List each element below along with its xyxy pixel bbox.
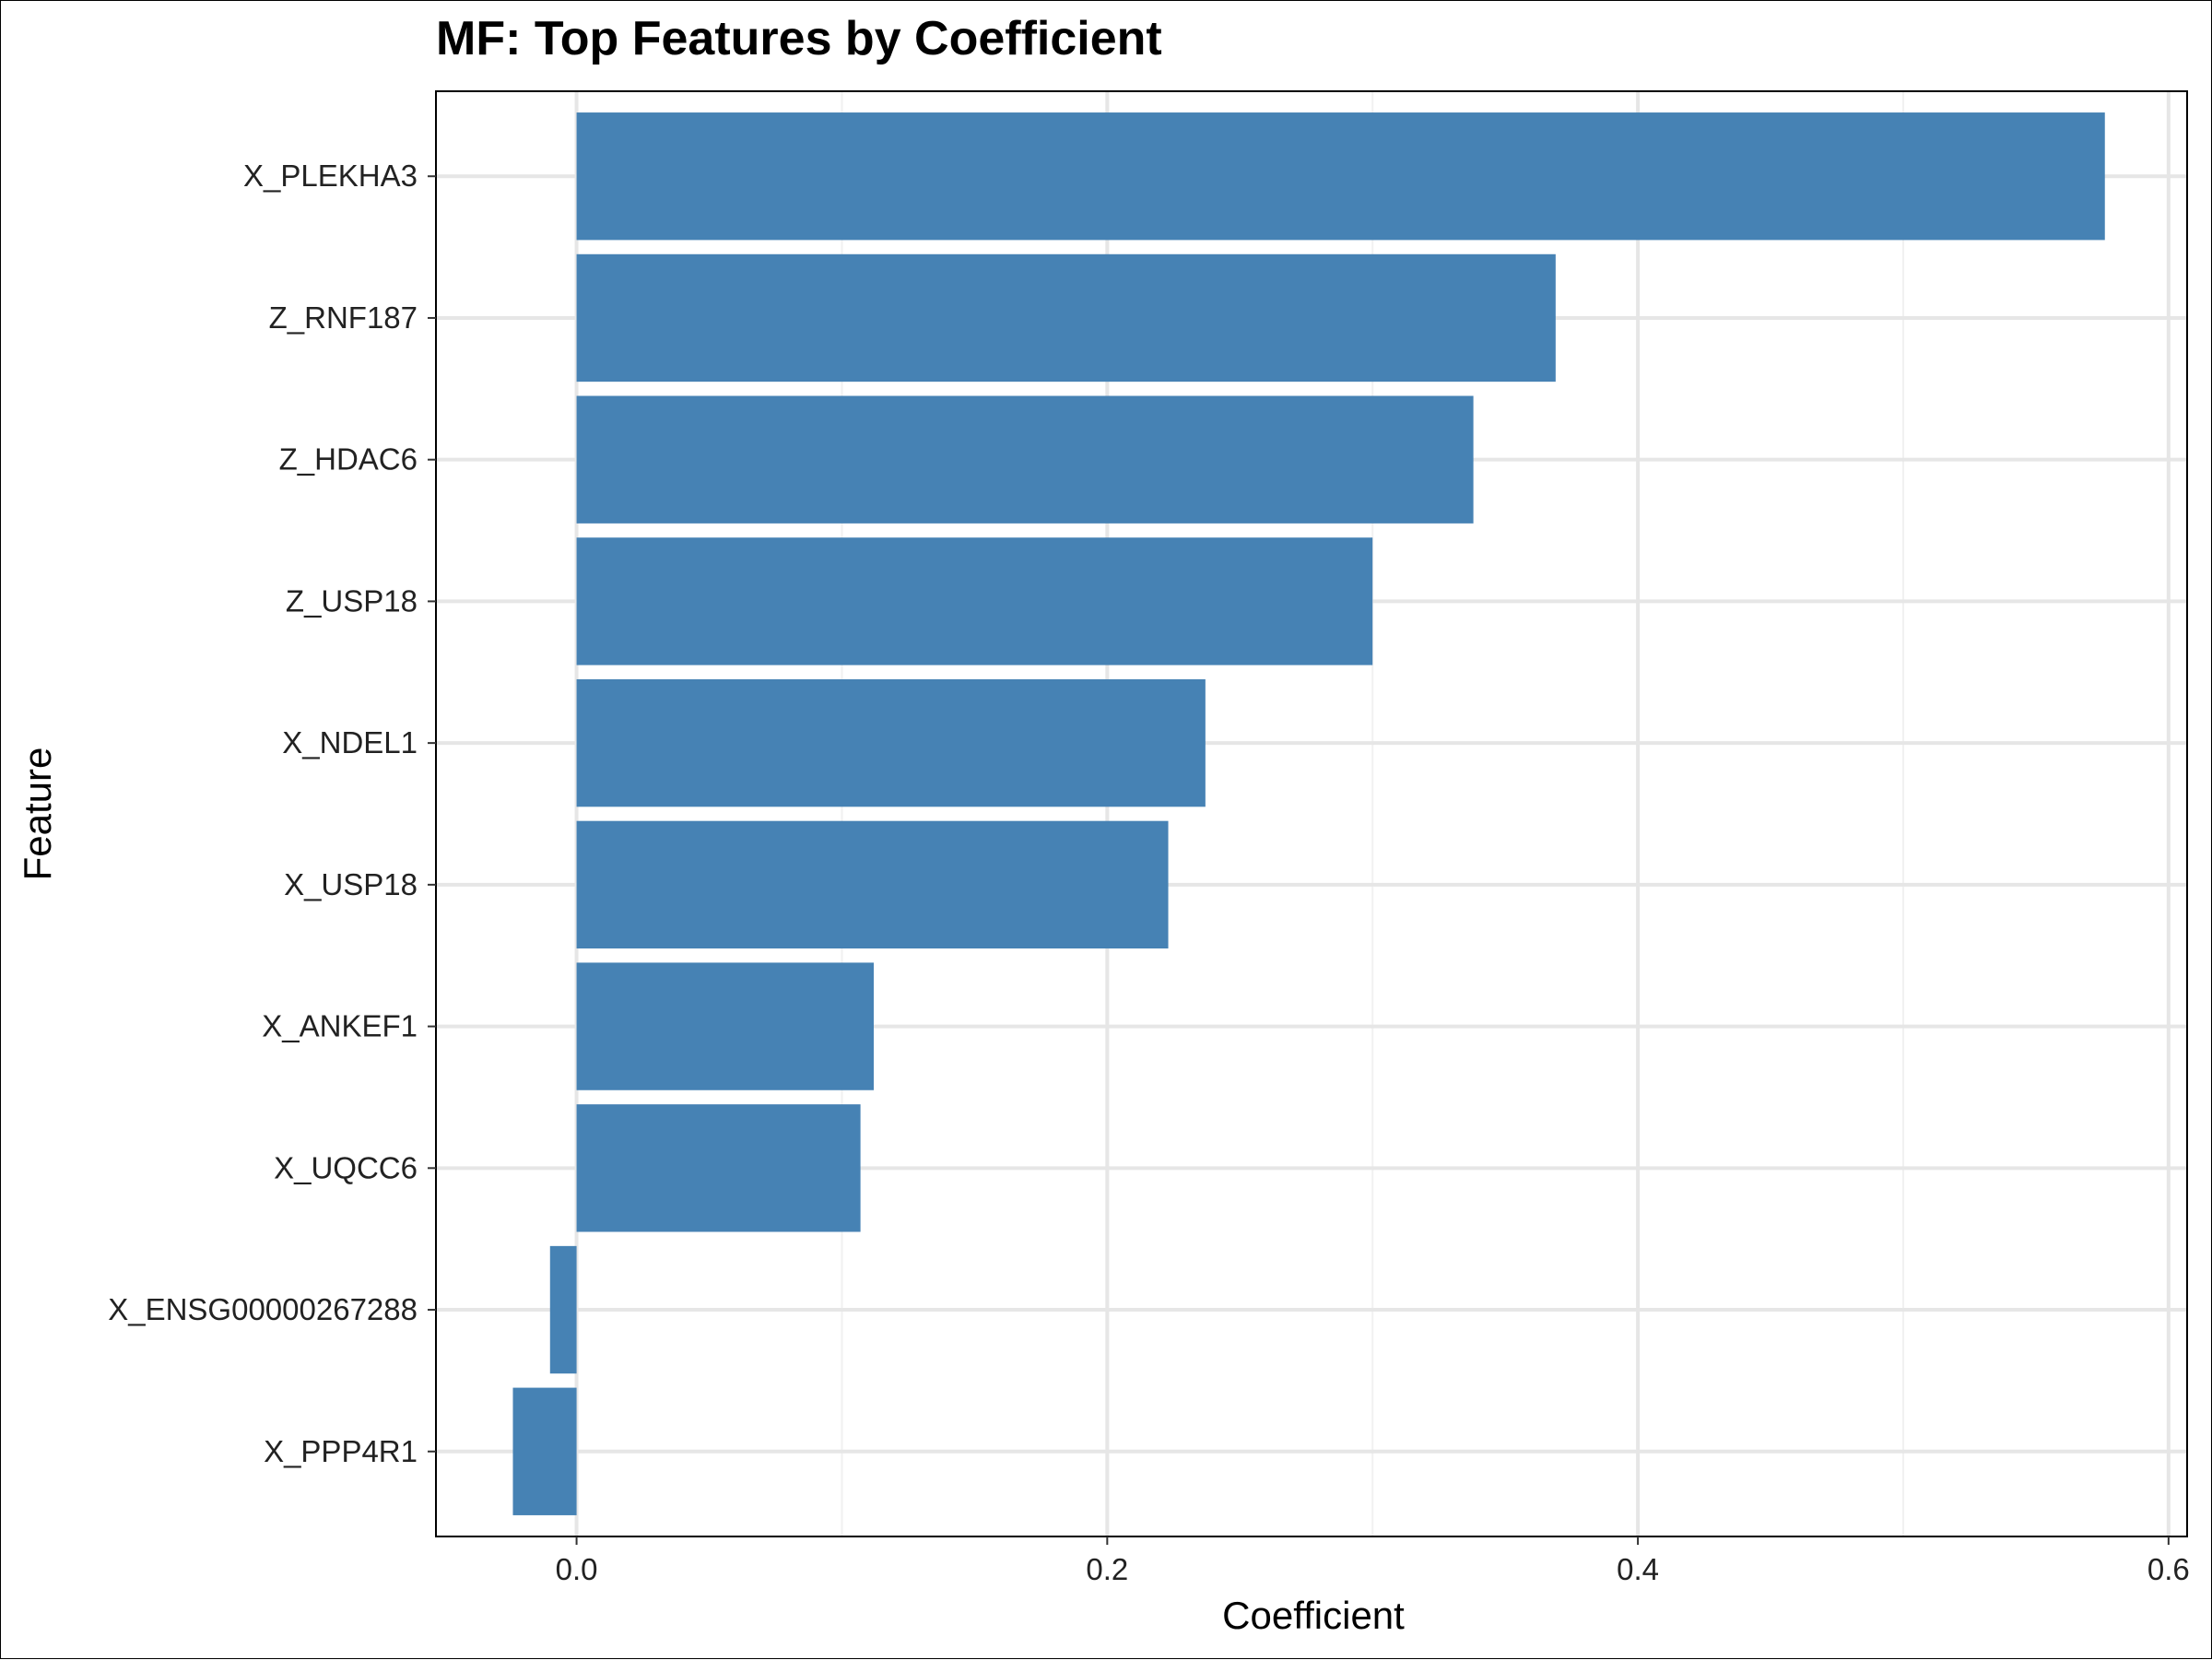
y-axis-ticks: X_PLEKHA3 Z_RNF187 Z_HDAC6 Z_USP18 X_NDEL1 X_… (108, 159, 436, 1468)
bar-z-rnf187 (576, 253, 1556, 383)
y-axis-title: Feature (16, 748, 59, 881)
y-tick-label: Z_USP18 (286, 583, 418, 618)
bar-z-usp18 (576, 537, 1373, 665)
bar-x-plekha3 (576, 112, 2105, 241)
x-tick-label: 0.2 (1086, 1552, 1128, 1586)
plot-panel-border (435, 90, 2188, 1537)
bar-x-ndel1 (576, 678, 1206, 807)
x-tick-label: 0.0 (556, 1552, 598, 1586)
y-tick-label: X_NDEL1 (282, 725, 418, 759)
x-axis-ticks: 0.0 0.2 0.4 0.6 (556, 1536, 2190, 1586)
y-tick-label: X_UQCC6 (274, 1150, 418, 1184)
y-tick-label: X_USP18 (284, 867, 418, 901)
x-tick-label: 0.6 (2147, 1552, 2190, 1586)
y-tick-label: X_PLEKHA3 (243, 159, 418, 193)
bar-z-hdac6 (576, 395, 1474, 524)
y-tick-label: Z_HDAC6 (279, 442, 418, 477)
x-tick-label: 0.4 (1617, 1552, 1659, 1586)
y-tick-label: X_ANKEF1 (262, 1009, 418, 1043)
bar-x-ppp4r1 (512, 1387, 577, 1515)
bar-x-uqcc6 (576, 1104, 861, 1232)
chart-title: MF: Top Features by Coefficient (436, 12, 1162, 65)
y-tick-label: Z_RNF187 (269, 300, 418, 335)
bar-x-usp18 (576, 820, 1169, 949)
bar-x-ankef1 (576, 962, 874, 1090)
x-axis-title: Coefficient (1222, 1594, 1405, 1637)
bars (512, 112, 2105, 1515)
bar-x-ensg00000267288 (549, 1245, 577, 1374)
y-tick-label: X_ENSG00000267288 (108, 1292, 418, 1326)
y-tick-label: X_PPP4R1 (264, 1434, 418, 1468)
